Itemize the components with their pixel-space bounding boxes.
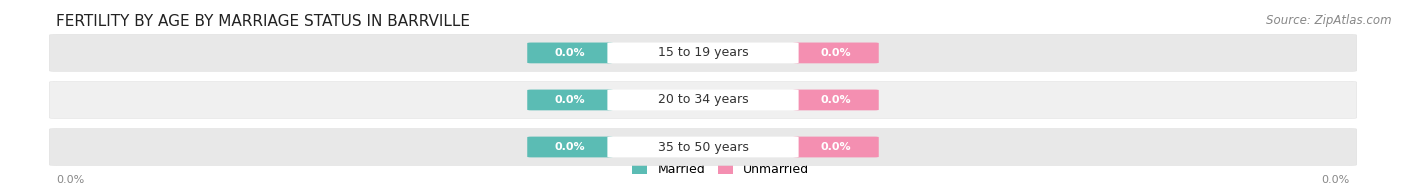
Legend: Married, Unmarried: Married, Unmarried — [633, 163, 808, 176]
Text: Source: ZipAtlas.com: Source: ZipAtlas.com — [1267, 14, 1392, 27]
Text: 0.0%: 0.0% — [821, 48, 851, 58]
Text: 0.0%: 0.0% — [555, 48, 585, 58]
Text: 0.0%: 0.0% — [1322, 175, 1350, 185]
Text: 0.0%: 0.0% — [821, 95, 851, 105]
Text: 0.0%: 0.0% — [555, 142, 585, 152]
Text: 15 to 19 years: 15 to 19 years — [658, 46, 748, 59]
Text: 20 to 34 years: 20 to 34 years — [658, 93, 748, 106]
Text: 35 to 50 years: 35 to 50 years — [658, 141, 748, 153]
Text: FERTILITY BY AGE BY MARRIAGE STATUS IN BARRVILLE: FERTILITY BY AGE BY MARRIAGE STATUS IN B… — [56, 14, 470, 29]
Text: 0.0%: 0.0% — [56, 175, 84, 185]
Text: 0.0%: 0.0% — [555, 95, 585, 105]
Text: 0.0%: 0.0% — [821, 142, 851, 152]
